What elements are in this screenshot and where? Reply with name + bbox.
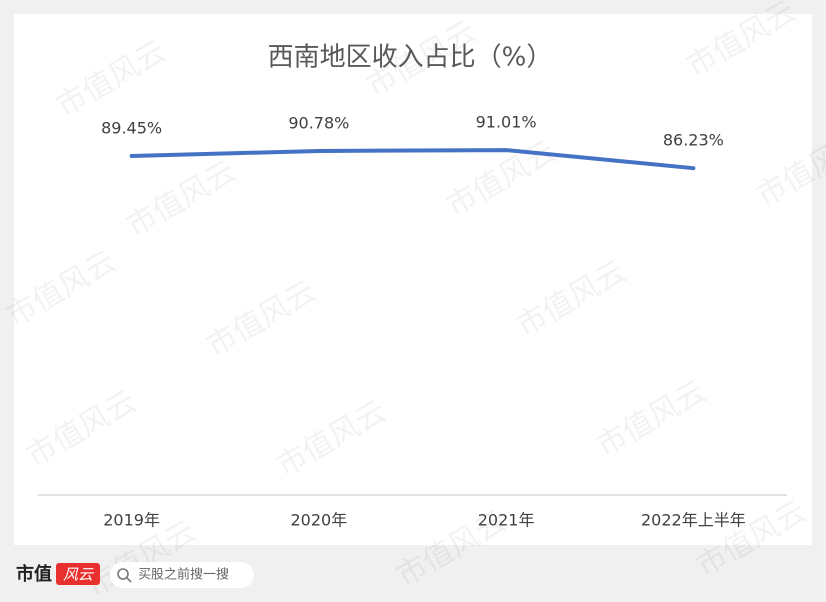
footer-logo-mark: 风云 — [63, 566, 94, 584]
data-label: 89.45% — [101, 118, 162, 137]
footer-logo-mark-bg — [56, 563, 100, 585]
search-icon — [117, 568, 129, 580]
data-label: 90.78% — [288, 113, 349, 132]
search-icon-handle — [126, 577, 132, 583]
data-label: 91.01% — [476, 113, 537, 132]
x-tick-label: 2021年 — [478, 511, 535, 530]
x-tick-label: 2020年 — [291, 511, 348, 530]
line-series — [129, 148, 696, 171]
x-tick-label: 2019年 — [103, 511, 160, 530]
data-label: 86.23% — [663, 131, 724, 150]
search-box[interactable] — [110, 562, 254, 588]
search-placeholder: 买股之前搜一搜 — [138, 567, 229, 583]
x-tick-label: 2022年上半年 — [641, 511, 746, 530]
chart-card — [14, 14, 812, 545]
footer-logo: 市值 — [16, 563, 52, 585]
chart-title: 西南地区收入占比（%） — [268, 43, 553, 73]
